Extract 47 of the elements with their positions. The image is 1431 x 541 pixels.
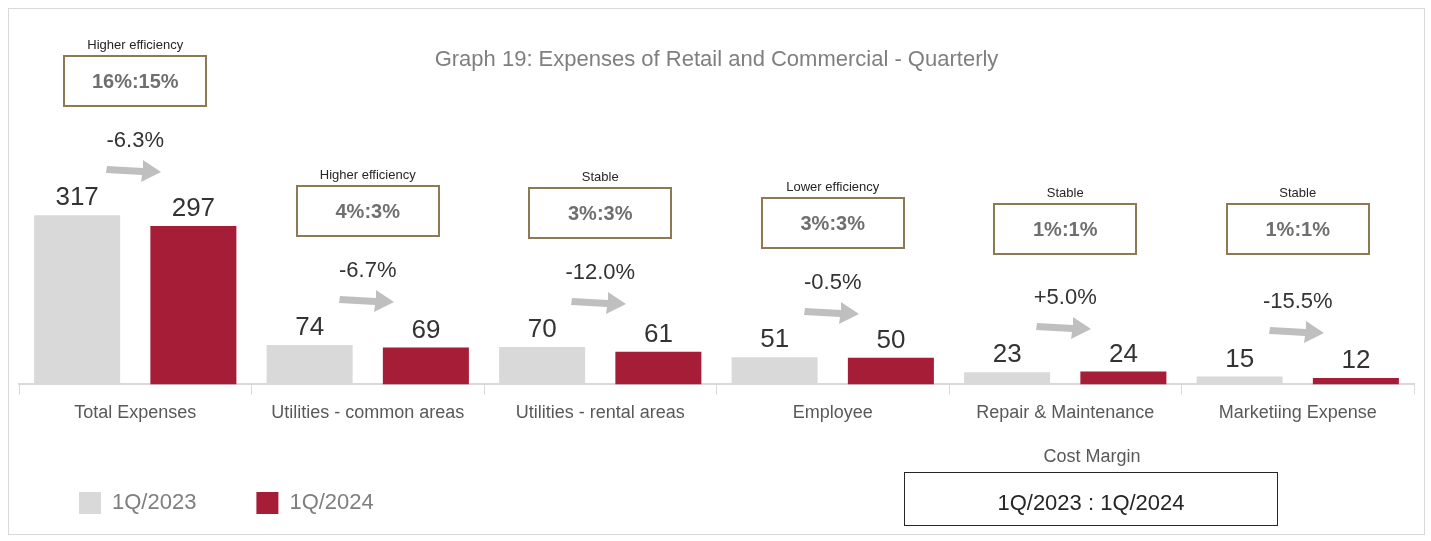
data-label: 317 [55, 181, 99, 212]
text: 16%:15% [63, 55, 208, 108]
annotation: -0.5% [803, 269, 863, 296]
text: Lower efficiency [785, 179, 881, 195]
x-tick-label: Utilities - rental areas [515, 402, 685, 423]
annotation: 4%:3% [295, 184, 440, 237]
data-label: 69 [411, 313, 441, 344]
x-tick-label: Employee [792, 402, 873, 423]
bar [150, 225, 237, 385]
annotation: +5.0% [1032, 283, 1098, 310]
text: Higher efficiency [318, 166, 417, 182]
text: Cost Margin [1042, 446, 1142, 468]
text: Stable [1278, 185, 1318, 201]
x-tick-label: Utilities - common areas [271, 402, 465, 423]
bar [1312, 378, 1399, 385]
data-label: 23 [992, 338, 1022, 369]
data-label: 15 [1225, 342, 1255, 373]
annotation: 1%:1% [993, 203, 1138, 256]
annotation: 3%:3% [528, 187, 673, 240]
annotation: -15.5% [1261, 288, 1334, 315]
bar [615, 351, 702, 385]
text: Stable [1045, 185, 1085, 201]
data-label: 61 [643, 318, 673, 349]
data-label: 297 [171, 192, 216, 223]
x-tick-label: Marketiing Expense [1218, 402, 1377, 423]
annotation: -6.7% [338, 256, 398, 283]
legend-label: 1Q/2023 [112, 489, 197, 515]
text: Higher efficiency [86, 37, 185, 53]
chart-title: Graph 19: Expenses of Retail and Commercial - Quarterly [434, 46, 999, 72]
data-label: 70 [527, 313, 557, 344]
bar [1080, 371, 1167, 385]
data-label: 74 [295, 311, 325, 342]
bar [847, 357, 934, 385]
x-tick-label: Total Expenses [74, 402, 197, 423]
data-label: 51 [760, 323, 790, 354]
x-tick-label: Repair & Maintenance [976, 402, 1155, 423]
data-label: 50 [876, 323, 906, 354]
legend-label: 1Q/2024 [289, 489, 374, 515]
text: Stable [580, 169, 620, 185]
text: 1Q/2023 : 1Q/2024 [904, 472, 1278, 526]
annotation: 1%:1% [1225, 203, 1370, 256]
annotation: 3%:3% [760, 197, 905, 250]
bar [382, 347, 469, 385]
text: -6.3% [105, 127, 165, 154]
data-label: 12 [1341, 344, 1371, 375]
data-label: 24 [1108, 337, 1138, 368]
annotation: -12.0% [564, 259, 637, 286]
